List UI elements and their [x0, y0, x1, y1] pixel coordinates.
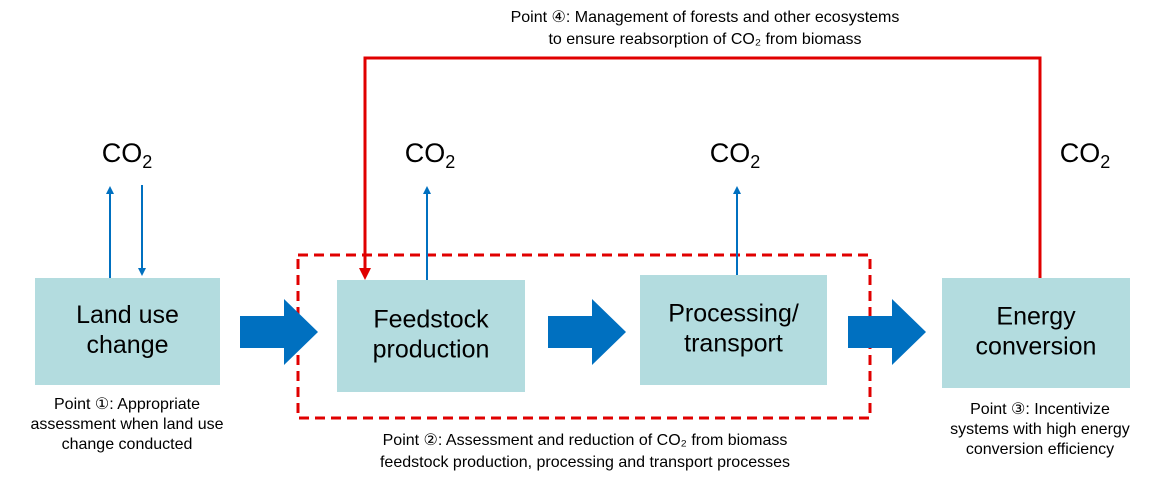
- point-note: Point ③: Incentivize: [970, 401, 1110, 418]
- box-label: transport: [684, 330, 783, 358]
- point-note: Point ①: Appropriate: [54, 396, 200, 413]
- red-arrow: [359, 56, 1042, 280]
- co2-label: CO2: [1060, 138, 1111, 172]
- co2-sub: 2: [1100, 152, 1110, 172]
- co2-label: CO2: [405, 138, 456, 172]
- co2-sub: 2: [750, 152, 760, 172]
- co2-label: CO2: [102, 138, 153, 172]
- point-note: systems with high energy: [950, 421, 1130, 438]
- point-note: feedstock production, processing and tra…: [380, 454, 790, 471]
- flow-arrow: [548, 299, 626, 365]
- box-label: Processing/: [668, 300, 799, 328]
- flow-arrow: [848, 299, 926, 365]
- co2-sub: 2: [445, 152, 455, 172]
- co2-label: CO2: [710, 138, 761, 172]
- box-label: conversion: [976, 333, 1097, 361]
- point-note: Point ④: Management of forests and other…: [511, 9, 900, 26]
- co2-sub: 2: [142, 152, 152, 172]
- point-note: Point ②: Assessment and reduction of CO₂…: [383, 432, 788, 449]
- co2-main: CO: [710, 138, 751, 168]
- co2-main: CO: [1060, 138, 1101, 168]
- box-label: Land use: [76, 301, 179, 329]
- process-box: [942, 278, 1130, 388]
- co2-main: CO: [405, 138, 446, 168]
- point-note: change conducted: [62, 436, 193, 453]
- process-box: [337, 280, 525, 392]
- point-note: to ensure reabsorption of CO₂ from bioma…: [548, 31, 861, 48]
- process-box: [640, 275, 827, 385]
- box-label: Feedstock: [373, 306, 489, 334]
- point-note: assessment when land use: [31, 416, 224, 433]
- box-label: change: [86, 331, 168, 359]
- box-label: production: [373, 336, 490, 364]
- co2-main: CO: [102, 138, 143, 168]
- point-note: conversion efficiency: [966, 441, 1114, 458]
- process-box: [35, 278, 220, 385]
- box-label: Energy: [996, 303, 1076, 331]
- flow-arrow: [240, 299, 318, 365]
